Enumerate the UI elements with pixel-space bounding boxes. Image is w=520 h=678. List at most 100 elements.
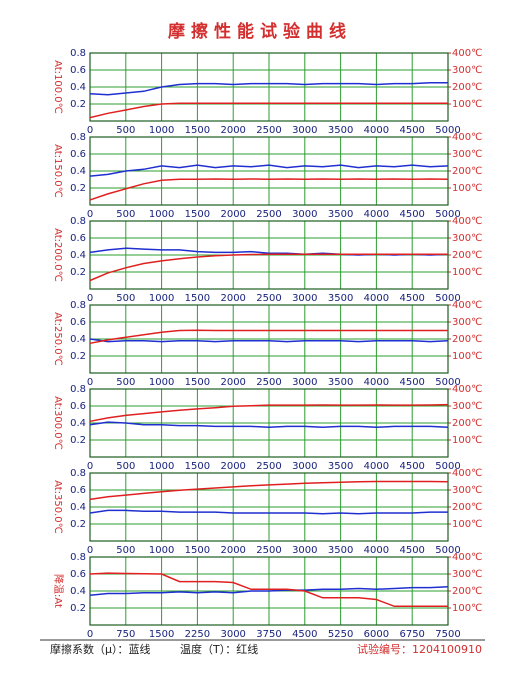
x-tick-label: 500: [116, 293, 135, 304]
x-tick-label: 500: [116, 125, 135, 136]
x-tick-label: 500: [116, 545, 135, 556]
x-tick-label: 0: [87, 377, 93, 388]
series-line: [89, 178, 449, 201]
panel-label: At:350.0℃: [52, 480, 63, 534]
x-tick-label: 0: [87, 209, 93, 220]
x-tick-label: 3000: [292, 209, 317, 220]
x-tick-label: 1500: [185, 377, 210, 388]
y-tick-label: 0.4: [70, 166, 86, 177]
x-tick-label: 6000: [364, 629, 389, 640]
series-line: [89, 403, 449, 423]
x-tick-label: 5000: [435, 377, 460, 388]
y-tick-label: 0.4: [70, 502, 86, 513]
x-tick-label: 1000: [149, 125, 174, 136]
y-tick-label: 0.2: [70, 267, 86, 278]
y2-tick-label: 300℃: [452, 149, 482, 160]
x-tick-label: 3500: [328, 377, 353, 388]
footer-middle: 温度（T）：红线: [180, 642, 258, 656]
y2-tick-label: 400℃: [452, 300, 482, 311]
x-tick-label: 3500: [328, 461, 353, 472]
plot-border: [89, 472, 449, 542]
x-tick-label: 3000: [292, 461, 317, 472]
y2-tick-label: 200℃: [452, 82, 482, 93]
title: 摩擦性能试验曲线: [168, 21, 352, 42]
panel-label: At:250.0℃: [52, 312, 63, 366]
x-tick-label: 5000: [435, 461, 460, 472]
x-tick-label: 0: [87, 629, 93, 640]
y2-tick-label: 400℃: [452, 384, 482, 395]
x-tick-label: 3500: [328, 293, 353, 304]
y2-tick-label: 300℃: [452, 233, 482, 244]
y2-tick-label: 100℃: [452, 435, 482, 446]
x-tick-label: 4000: [364, 461, 389, 472]
x-tick-label: 2000: [220, 545, 245, 556]
y2-tick-label: 200℃: [452, 418, 482, 429]
y-tick-label: 0.2: [70, 603, 86, 614]
y-tick-label: 0.2: [70, 435, 86, 446]
panel-label: At:150.0℃: [52, 144, 63, 198]
series-line: [89, 509, 448, 515]
plot-border: [89, 52, 449, 122]
y2-tick-label: 100℃: [452, 99, 482, 110]
y2-tick-label: 100℃: [452, 267, 482, 278]
y-tick-label: 0.8: [70, 552, 86, 563]
y-tick-label: 0.6: [70, 317, 86, 328]
y-tick-label: 0.2: [70, 519, 86, 530]
series-line: [89, 82, 448, 96]
y-tick-label: 0.2: [70, 183, 86, 194]
y-tick-label: 0.6: [70, 569, 86, 580]
x-tick-label: 4000: [364, 125, 389, 136]
x-tick-label: 4500: [399, 209, 424, 220]
y2-tick-label: 200℃: [452, 250, 482, 261]
footer-right: 试验编号：1204100910: [357, 642, 482, 656]
x-tick-label: 4000: [364, 293, 389, 304]
y-tick-label: 0.6: [70, 233, 86, 244]
x-tick-label: 1000: [149, 545, 174, 556]
x-tick-label: 2000: [220, 293, 245, 304]
x-tick-label: 1000: [149, 377, 174, 388]
plot-border: [89, 388, 449, 458]
y2-tick-label: 400℃: [452, 132, 482, 143]
x-tick-label: 500: [116, 461, 135, 472]
x-tick-label: 2500: [256, 461, 281, 472]
x-tick-label: 1500: [185, 545, 210, 556]
plot-border: [89, 220, 449, 290]
x-tick-label: 2000: [220, 461, 245, 472]
x-tick-label: 4500: [399, 125, 424, 136]
y2-tick-label: 400℃: [452, 552, 482, 563]
series-line: [89, 572, 448, 608]
x-tick-label: 2250: [185, 629, 210, 640]
series-line: [89, 164, 449, 177]
x-tick-label: 1000: [149, 209, 174, 220]
y-tick-label: 0.2: [70, 351, 86, 362]
x-tick-label: 0: [87, 125, 93, 136]
x-tick-label: 1000: [149, 461, 174, 472]
x-tick-label: 4500: [399, 293, 424, 304]
panel-label: At:200.0℃: [52, 228, 63, 282]
y-tick-label: 0.4: [70, 586, 86, 597]
series-line: [89, 421, 449, 429]
plot-border: [89, 136, 449, 206]
y2-tick-label: 300℃: [452, 317, 482, 328]
y2-tick-label: 300℃: [452, 569, 482, 580]
y2-tick-label: 100℃: [452, 183, 482, 194]
y-tick-label: 0.8: [70, 48, 86, 59]
y-tick-label: 0.6: [70, 401, 86, 412]
x-tick-label: 4500: [399, 545, 424, 556]
x-tick-label: 5000: [435, 209, 460, 220]
y2-tick-label: 400℃: [452, 216, 482, 227]
x-tick-label: 750: [116, 629, 135, 640]
x-tick-label: 1500: [185, 209, 210, 220]
x-tick-label: 4500: [399, 461, 424, 472]
y2-tick-label: 100℃: [452, 351, 482, 362]
x-tick-label: 3500: [328, 125, 353, 136]
y2-tick-label: 200℃: [452, 334, 482, 345]
x-tick-label: 1500: [185, 461, 210, 472]
x-tick-label: 3750: [256, 629, 281, 640]
x-tick-label: 5250: [328, 629, 353, 640]
x-tick-label: 0: [87, 293, 93, 304]
x-tick-label: 500: [116, 209, 135, 220]
x-tick-label: 3000: [292, 293, 317, 304]
plot-border: [89, 556, 449, 626]
